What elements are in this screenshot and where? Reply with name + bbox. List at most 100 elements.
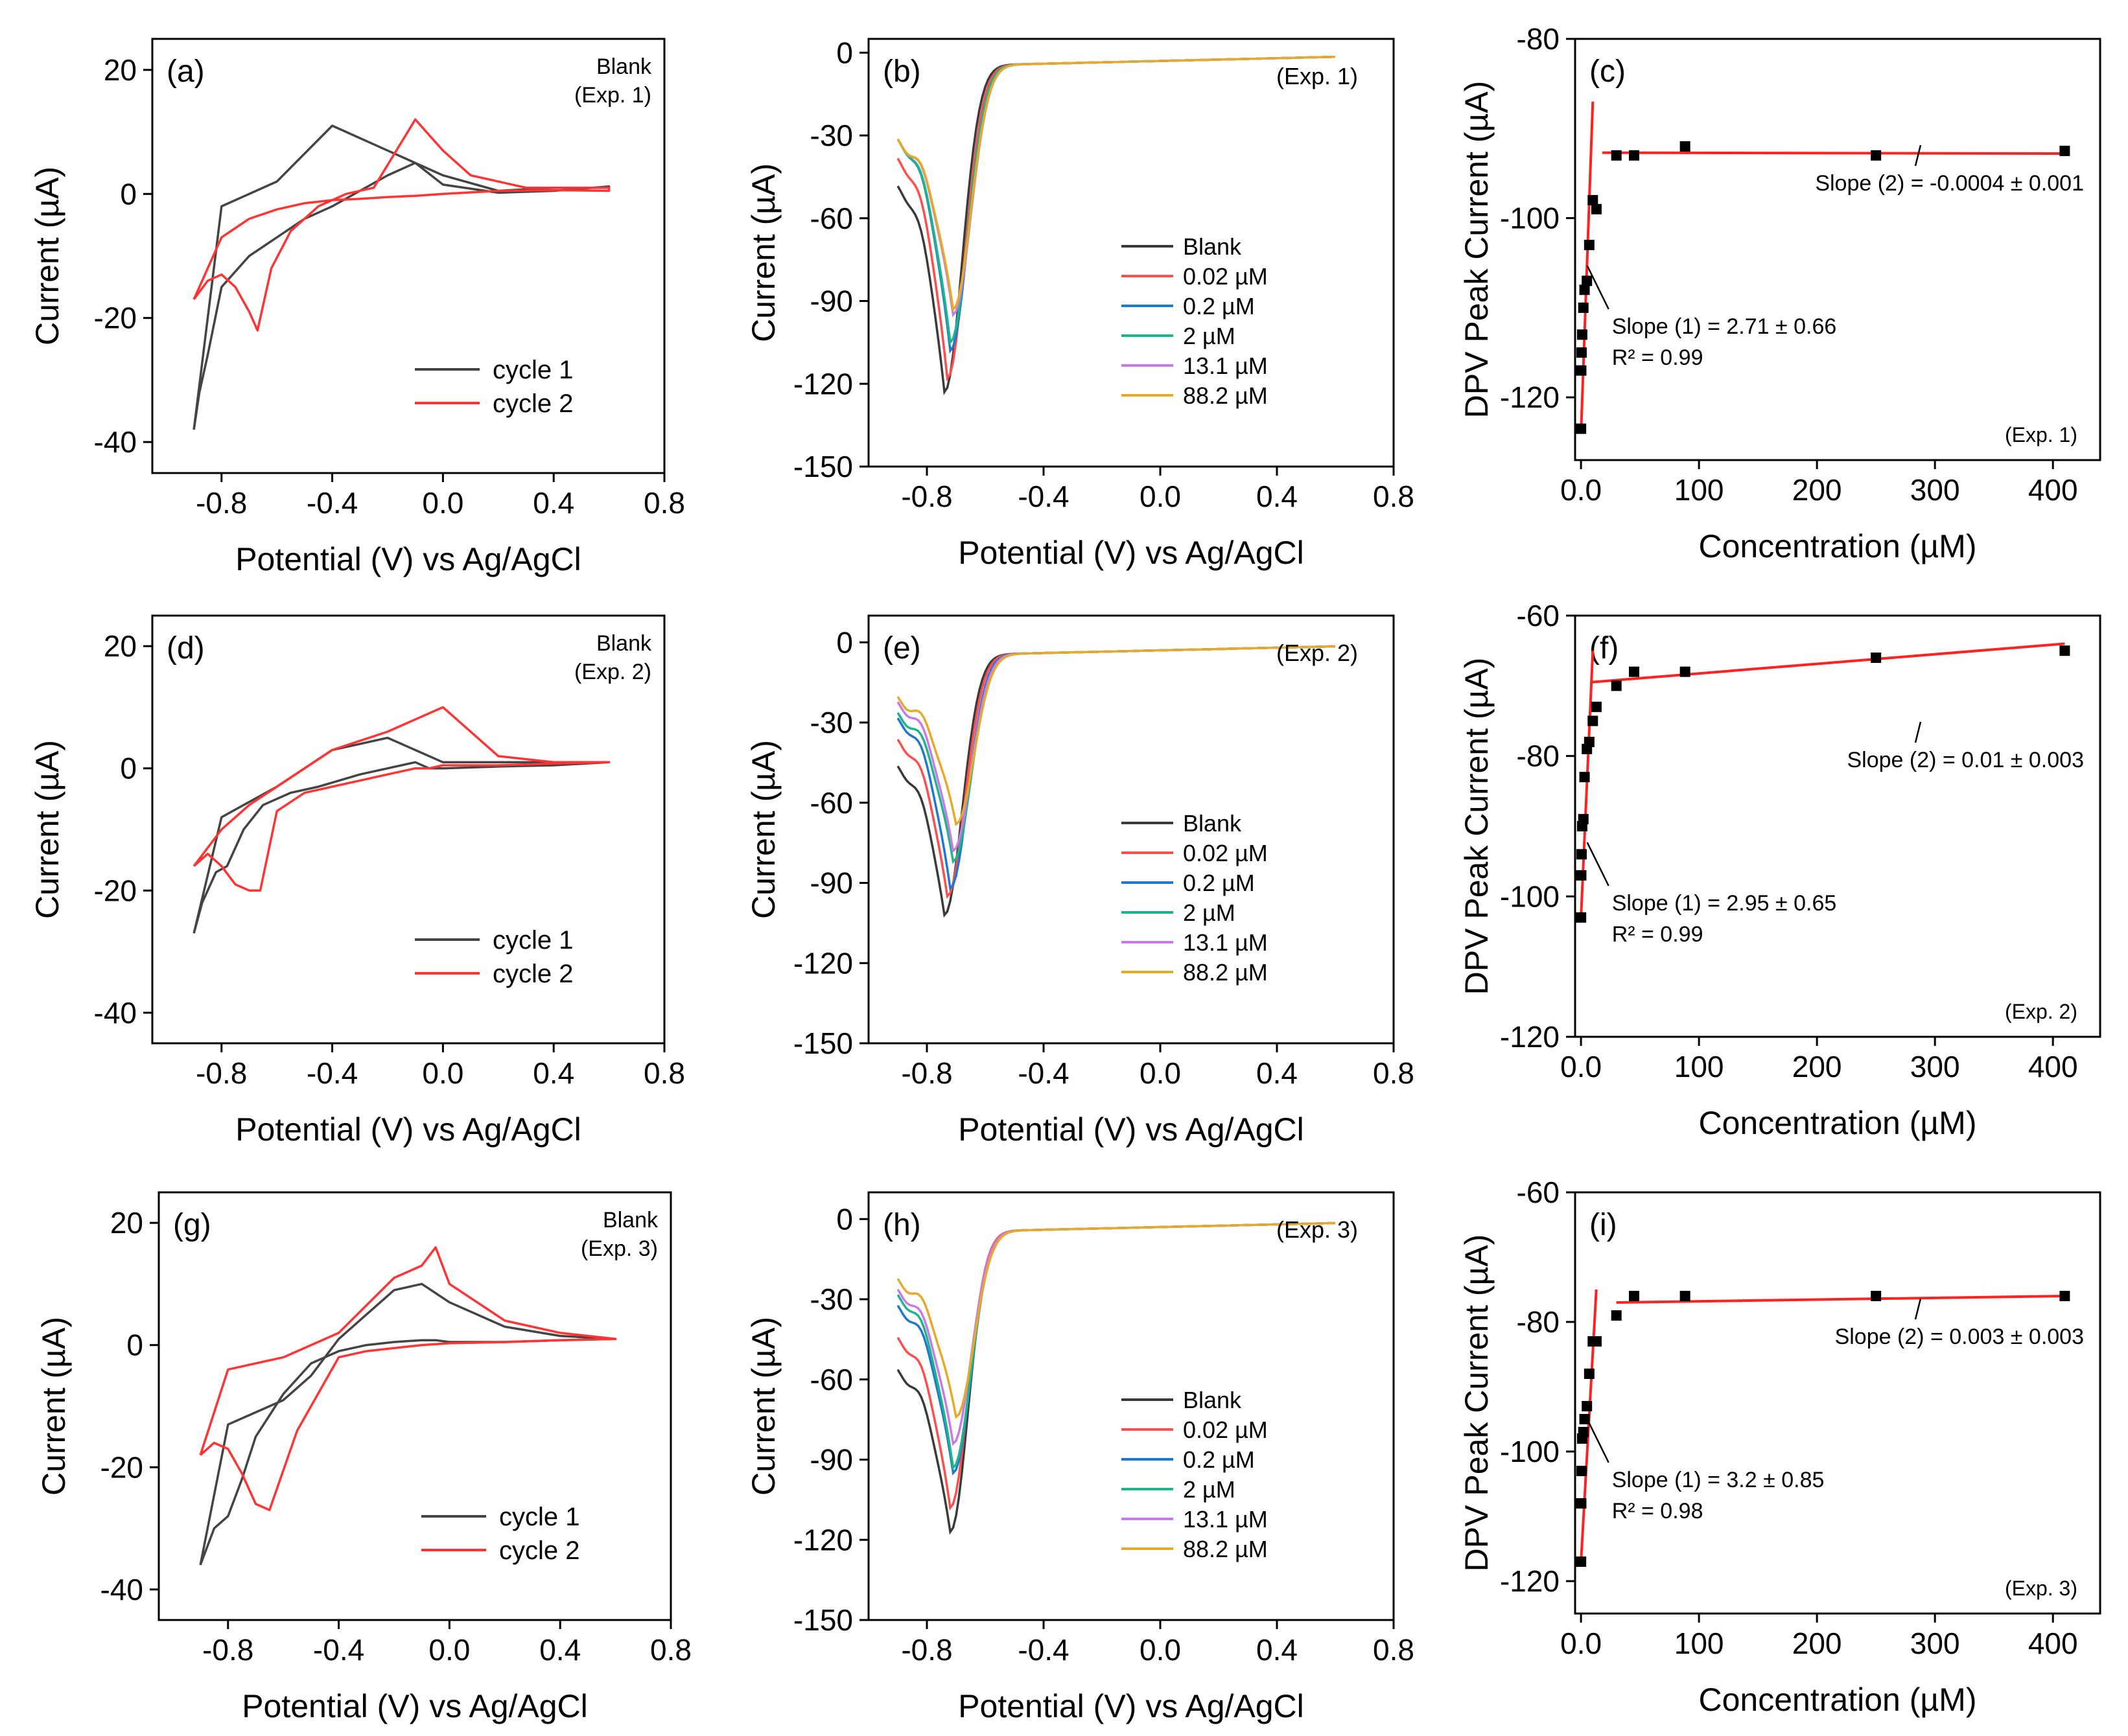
x-tick-label: 0.4 <box>1256 1633 1298 1667</box>
x-tick-label: 0.0 <box>1560 1050 1602 1083</box>
y-axis-label: DPV Peak Current (µA) <box>1458 81 1495 419</box>
legend-label: Blank <box>1183 233 1242 260</box>
y-tick-label: -100 <box>1500 879 1560 913</box>
data-point <box>1582 275 1593 286</box>
dpv-trace <box>896 645 1336 853</box>
x-tick-label: -0.8 <box>196 486 247 520</box>
panel-label: (a) <box>167 54 205 89</box>
panel-f: 0.0 100 200 300 400 -120 -100 -80 -60 Concentrati… <box>1458 599 2101 1141</box>
fit-line-2 <box>1590 642 2065 684</box>
y-tick-label: -30 <box>810 119 853 152</box>
legend-label: 88.2 µM <box>1183 1536 1268 1562</box>
y-tick-label: -120 <box>1500 380 1560 414</box>
data-point <box>2059 145 2070 156</box>
y-tick-label: -20 <box>94 874 137 907</box>
slope1-annotation: Slope (1) = 2.71 ± 0.66 <box>1612 314 1837 339</box>
y-tick-label: -60 <box>810 202 853 235</box>
annotation-arrow <box>1586 1418 1609 1463</box>
x-tick-label: 0.8 <box>644 1056 685 1090</box>
x-axis-label: Potential (V) vs Ag/AgCl <box>958 535 1304 571</box>
y-tick-label: 0 <box>836 625 853 659</box>
panel-i: 0.0 100 200 300 400 -120 -100 -80 -60 Concentrati… <box>1458 1175 2101 1718</box>
legend-label: cycle 1 <box>493 926 574 955</box>
panel-d: -0.8 -0.4 0.0 0.4 0.8 -40 -20 0 20 Potential (V) … <box>29 614 685 1148</box>
data-point <box>1629 666 1640 677</box>
plot-frame <box>151 38 666 474</box>
dpv-trace <box>896 645 1336 864</box>
y-tick-label: -100 <box>1500 202 1560 235</box>
data-point <box>1579 772 1590 783</box>
y-tick-label: 0 <box>836 1202 853 1236</box>
x-axis-label: Concentration (µM) <box>1699 528 1977 564</box>
y-tick-label: -40 <box>100 1573 143 1606</box>
panel-note: Blank <box>603 1208 659 1233</box>
data-point <box>1579 1414 1590 1424</box>
data-point <box>1611 150 1622 161</box>
y-tick-label: -90 <box>810 284 853 318</box>
y-tick-label: -60 <box>1517 599 1560 632</box>
data-point <box>1576 329 1587 340</box>
fit-line-1 <box>1580 1289 1598 1562</box>
annotation-arrow <box>1914 145 1922 167</box>
x-tick-label: 0.0 <box>422 486 463 520</box>
data-point <box>1584 1369 1595 1379</box>
plot-frame <box>1574 38 2101 461</box>
y-axis-label: Current (µA) <box>745 1317 782 1496</box>
fit-line-2 <box>1616 1295 2065 1304</box>
panel-note: (Exp. 2) <box>1276 640 1358 666</box>
legend-label: 2 µM <box>1183 1476 1235 1503</box>
x-tick-label: -0.4 <box>307 486 358 520</box>
data-point <box>1576 849 1587 860</box>
plot-frame <box>158 1191 672 1621</box>
dpv-trace <box>896 645 1336 899</box>
r2-annotation: R² = 0.99 <box>1612 922 1703 947</box>
legend-label: 0.02 µM <box>1183 263 1268 290</box>
legend-label: cycle 1 <box>499 1503 580 1531</box>
data-point <box>1576 1498 1587 1509</box>
panel-note: (Exp. 2) <box>2005 1000 2077 1023</box>
y-tick-label: -60 <box>1517 1175 1560 1209</box>
x-tick-label: 200 <box>1792 1626 1842 1660</box>
data-point <box>1587 715 1598 726</box>
series-line <box>199 1246 617 1512</box>
data-point <box>1576 870 1587 881</box>
panel-label: (e) <box>883 631 921 665</box>
series-line <box>193 736 611 934</box>
r2-annotation: R² = 0.99 <box>1612 345 1703 370</box>
dpv-trace <box>896 1221 1336 1419</box>
legend-label: 2 µM <box>1183 323 1235 349</box>
y-tick-label: -40 <box>94 996 137 1030</box>
x-tick-label: 300 <box>1910 1050 1960 1083</box>
x-axis-label: Potential (V) vs Ag/AgCl <box>958 1688 1304 1724</box>
panel-note: (Exp. 1) <box>574 83 651 108</box>
y-axis-label: DPV Peak Current (µA) <box>1458 658 1495 995</box>
panel-label: (c) <box>1589 54 1626 89</box>
y-tick-label: -150 <box>793 1603 853 1637</box>
x-tick-label: 200 <box>1792 1050 1842 1083</box>
dpv-trace <box>896 55 1336 396</box>
x-tick-label: 0.4 <box>1256 1056 1298 1090</box>
x-tick-label: 300 <box>1910 473 1960 507</box>
dpv-trace <box>896 1221 1336 1470</box>
fit-line-1 <box>1580 101 1595 434</box>
data-point <box>1591 1336 1602 1347</box>
panel-h: -0.8 -0.4 0.0 0.4 0.8 -150 -120 -90 -60 -30 0 Poten… <box>745 1191 1414 1724</box>
x-axis-label: Potential (V) vs Ag/AgCl <box>235 1111 581 1148</box>
annotation-arrow <box>1586 265 1609 310</box>
x-tick-label: 0.4 <box>539 1633 581 1667</box>
x-tick-label: -0.8 <box>202 1633 253 1667</box>
dpv-trace <box>896 55 1336 312</box>
data-point <box>1576 912 1587 923</box>
panel-a: -0.8 -0.4 0.0 0.4 0.8 -40 -20 0 20 Potential (V) … <box>29 38 685 577</box>
legend-label: cycle 2 <box>493 960 574 988</box>
dpv-trace <box>896 645 1336 826</box>
x-tick-label: 0.0 <box>1140 480 1181 513</box>
legend-label: 0.02 µM <box>1183 840 1268 866</box>
panel-label: (d) <box>167 631 205 665</box>
legend-label: cycle 1 <box>493 356 574 384</box>
data-point <box>1871 150 1882 161</box>
y-tick-label: -100 <box>1500 1435 1560 1468</box>
slope2-annotation: Slope (2) = 0.003 ± 0.003 <box>1835 1325 2084 1349</box>
y-tick-label: -150 <box>793 450 853 483</box>
panel-note: (Exp. 2) <box>574 660 651 684</box>
